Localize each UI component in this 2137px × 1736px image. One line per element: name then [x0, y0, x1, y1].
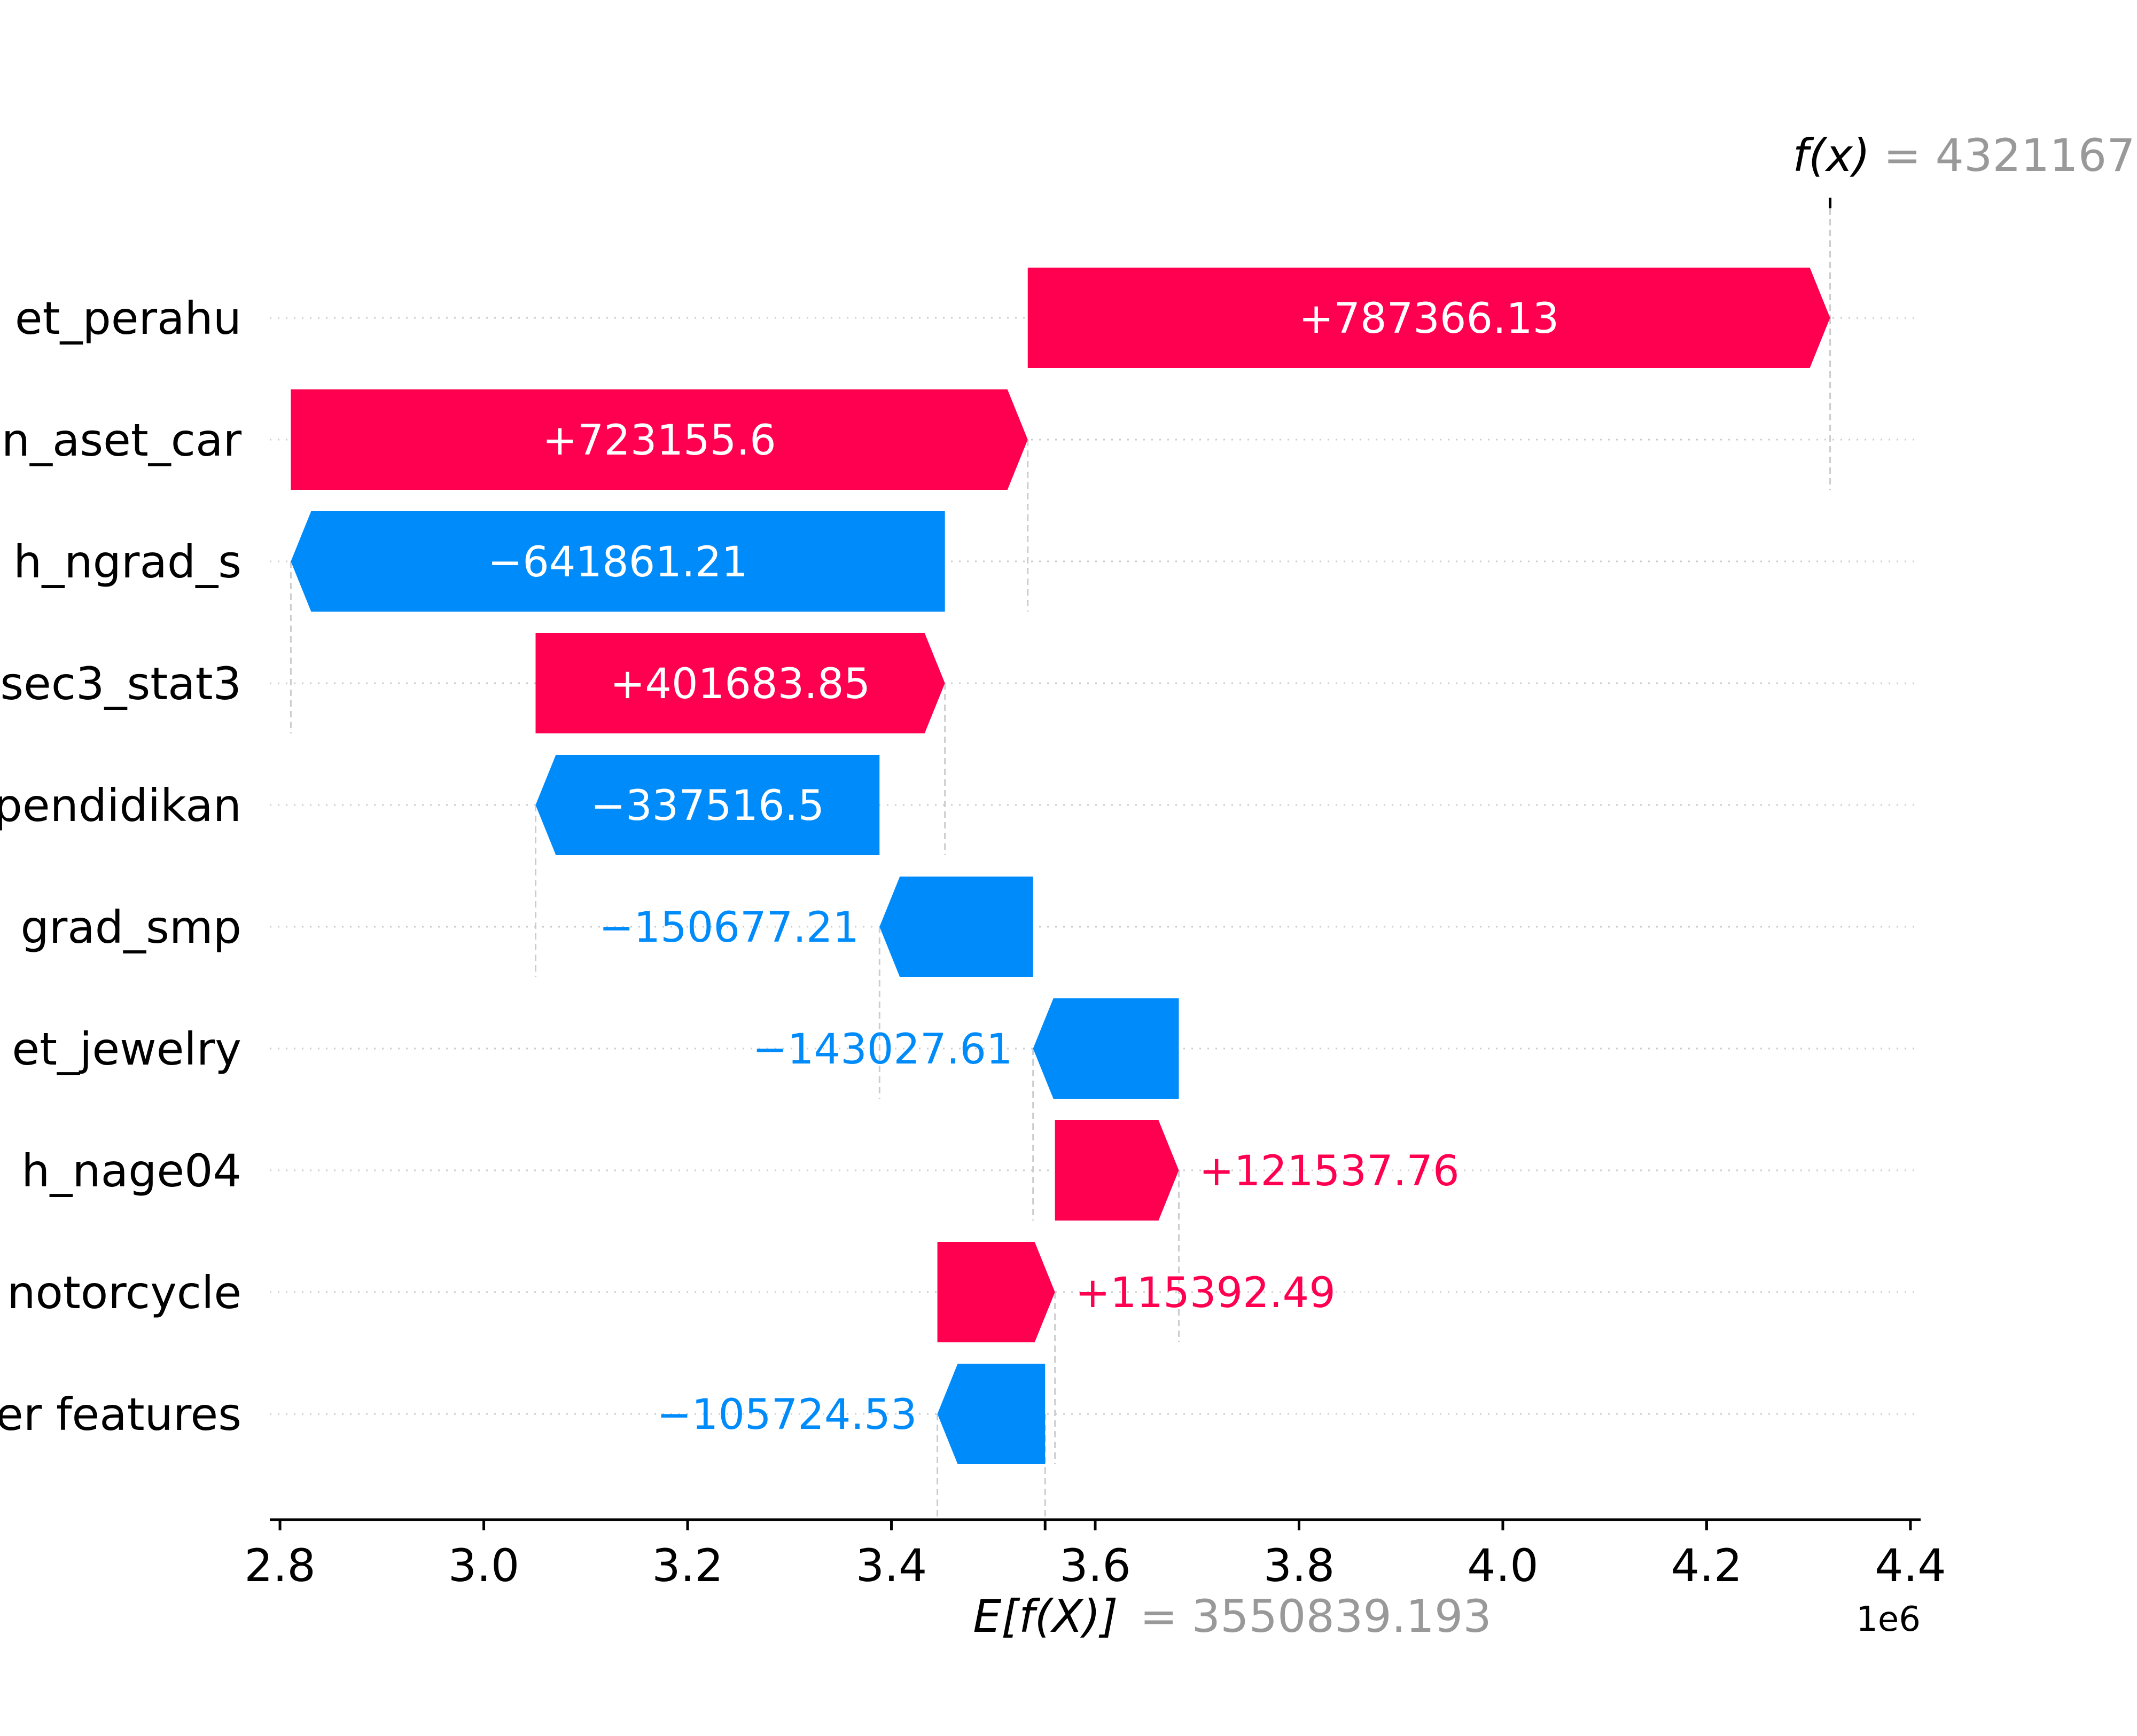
bar-value-label: −337516.5 [591, 782, 825, 830]
x-tick-label: 4.0 [1467, 1539, 1539, 1592]
positive-bar [535, 633, 945, 733]
feature-label: er features [0, 1388, 241, 1441]
x-tick-label: 3.8 [1264, 1539, 1335, 1592]
bar-value-label: +723155.6 [542, 417, 776, 465]
output-value-annotation: f(x) = 4321167. [1793, 129, 2137, 182]
feature-labels: et_perahu n_aset_car h_ngrad_s sec3_stat3pe… [0, 292, 241, 1441]
bars: +787366.13 +723155.6 −641861.21 +401683.85 −… [291, 268, 1830, 1464]
output-value-text: = 4321167. [1883, 129, 2137, 182]
bar-value-label: −105724.53 [657, 1391, 917, 1439]
feature-label: grad_smp [20, 901, 241, 953]
bar-value-label: +401683.85 [610, 660, 870, 708]
bar-value-label: +121537.76 [1199, 1147, 1459, 1195]
feature-label: et_jewelry [12, 1023, 241, 1075]
negative-bar [535, 755, 880, 855]
x-tick-label: 3.4 [856, 1539, 927, 1592]
bar-value-label: −143027.61 [753, 1026, 1013, 1074]
output-label: f(x) [1793, 129, 1870, 182]
feature-label: h_nage04 [21, 1145, 241, 1197]
x-tick-label: 2.8 [244, 1539, 316, 1592]
positive-bar [1027, 268, 1830, 368]
base-label: E[f(X)] [973, 1590, 1118, 1643]
bar-value-label: +787366.13 [1299, 295, 1559, 343]
x-tick-label: 4.2 [1671, 1539, 1743, 1592]
negative-bar [1033, 998, 1179, 1099]
x-tick-label: 3.0 [448, 1539, 520, 1592]
negative-bar [879, 877, 1033, 977]
negative-bar [937, 1364, 1046, 1464]
feature-label: n_aset_car [2, 414, 242, 466]
negative-bar [291, 511, 945, 612]
feature-label: h_ngrad_s [13, 536, 241, 588]
connector-lines [290, 198, 1831, 1520]
bar-value-label: +115392.49 [1075, 1269, 1336, 1317]
x-axis-exponent-label: 1e6 [1856, 1600, 1921, 1639]
base-value-text: = 3550839.193 [1140, 1590, 1492, 1643]
base-value-annotation: E[f(X)] = 3550839.193 [973, 1590, 1492, 1643]
x-tick-label: 4.4 [1875, 1539, 1946, 1592]
x-tick-label: 3.6 [1059, 1539, 1131, 1592]
bar-value-label: −641861.21 [488, 538, 748, 587]
positive-bar [291, 389, 1028, 490]
feature-label: pendidikan [0, 779, 241, 832]
bar-value-label: −150677.21 [599, 904, 859, 952]
feature-label: sec3_stat3 [0, 658, 241, 710]
positive-bar [937, 1242, 1055, 1342]
feature-label: notorcycle [7, 1266, 241, 1319]
x-tick-label: 3.2 [652, 1539, 723, 1592]
positive-bar [1055, 1120, 1179, 1221]
x-axis: 2.8 3.0 3.2 3.4 3.6 3.8 4.0 4.2 4.4 [244, 198, 1946, 1592]
feature-label: et_perahu [15, 292, 241, 345]
